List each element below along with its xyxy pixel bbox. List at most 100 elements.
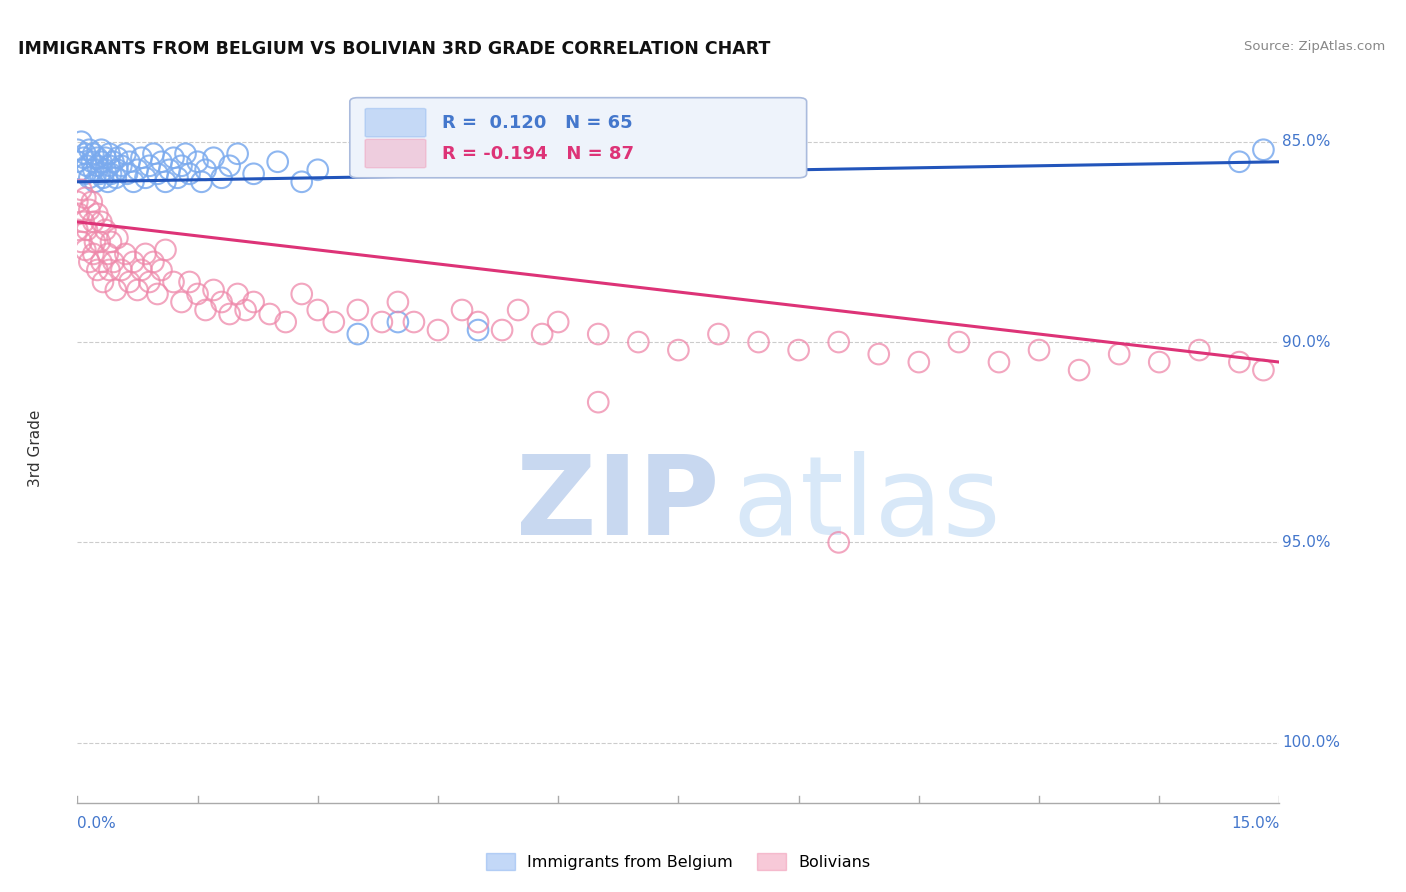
Point xyxy=(131,263,153,277)
Point xyxy=(75,191,97,205)
Point xyxy=(79,170,101,185)
Point xyxy=(159,162,181,177)
Point xyxy=(170,159,193,173)
Point xyxy=(110,159,132,173)
Text: atlas: atlas xyxy=(733,451,1001,558)
Point xyxy=(162,151,184,165)
Point xyxy=(346,326,368,341)
Point xyxy=(235,303,257,318)
Point xyxy=(76,223,98,237)
Point xyxy=(86,159,108,173)
Point xyxy=(127,162,149,177)
Point xyxy=(170,295,193,310)
Point xyxy=(588,326,610,341)
Point xyxy=(948,334,970,349)
Point xyxy=(627,334,650,349)
Point xyxy=(218,159,240,173)
Point xyxy=(387,315,409,329)
Point xyxy=(97,247,120,261)
Point xyxy=(104,283,127,297)
Point xyxy=(114,247,136,261)
Point xyxy=(122,255,145,269)
Point xyxy=(103,154,125,169)
Point xyxy=(131,151,153,165)
Legend: Immigrants from Belgium, Bolivians: Immigrants from Belgium, Bolivians xyxy=(479,847,877,876)
Point xyxy=(97,175,120,189)
Point xyxy=(90,255,112,269)
Point xyxy=(988,355,1011,369)
Point xyxy=(86,151,108,165)
Point xyxy=(467,323,489,337)
Text: 85.0%: 85.0% xyxy=(1282,134,1330,149)
Point xyxy=(174,146,197,161)
Point xyxy=(104,170,127,185)
Point xyxy=(82,247,104,261)
Point xyxy=(107,151,129,165)
Point xyxy=(80,154,103,169)
Point xyxy=(371,315,394,329)
Point xyxy=(211,295,233,310)
Point xyxy=(66,154,89,169)
Point xyxy=(291,287,314,301)
Point xyxy=(259,307,281,321)
Point xyxy=(134,170,156,185)
Point xyxy=(190,175,212,189)
Point xyxy=(142,255,165,269)
Point xyxy=(162,275,184,289)
Point xyxy=(1253,143,1275,157)
Point xyxy=(179,167,201,181)
Point xyxy=(66,143,89,157)
Point xyxy=(122,175,145,189)
Point xyxy=(508,303,530,318)
FancyBboxPatch shape xyxy=(366,139,426,168)
Point xyxy=(75,243,97,257)
Text: IMMIGRANTS FROM BELGIUM VS BOLIVIAN 3RD GRADE CORRELATION CHART: IMMIGRANTS FROM BELGIUM VS BOLIVIAN 3RD … xyxy=(18,40,770,58)
Point xyxy=(202,151,225,165)
Point xyxy=(138,275,160,289)
Point xyxy=(346,303,368,318)
Point xyxy=(90,215,112,229)
Point xyxy=(150,263,173,277)
Point xyxy=(91,275,114,289)
Point xyxy=(668,343,690,357)
Point xyxy=(98,159,121,173)
Point xyxy=(103,255,125,269)
Point xyxy=(155,243,177,257)
Point xyxy=(194,303,217,318)
Point xyxy=(75,167,97,181)
FancyBboxPatch shape xyxy=(366,109,426,137)
Point xyxy=(79,143,101,157)
Point xyxy=(84,235,107,249)
Point xyxy=(588,395,610,409)
Point xyxy=(138,159,160,173)
Point xyxy=(1253,363,1275,377)
Point xyxy=(908,355,931,369)
Point xyxy=(274,315,297,329)
Point xyxy=(402,315,425,329)
Text: 100.0%: 100.0% xyxy=(1282,735,1340,750)
Text: Source: ZipAtlas.com: Source: ZipAtlas.com xyxy=(1244,40,1385,54)
Point xyxy=(82,146,104,161)
Point xyxy=(748,334,770,349)
Point xyxy=(75,146,97,161)
Point xyxy=(134,247,156,261)
Point xyxy=(114,146,136,161)
Point xyxy=(1028,343,1050,357)
Point xyxy=(155,175,177,189)
Point xyxy=(100,167,122,181)
Point xyxy=(118,275,141,289)
Text: 3rd Grade: 3rd Grade xyxy=(28,409,42,487)
Point xyxy=(146,167,169,181)
Point xyxy=(82,162,104,177)
Point xyxy=(94,151,117,165)
Point xyxy=(89,235,111,249)
Point xyxy=(98,146,121,161)
Point xyxy=(70,183,93,197)
Text: ZIP: ZIP xyxy=(516,451,720,558)
Point xyxy=(868,347,890,361)
Point xyxy=(202,283,225,297)
Point xyxy=(226,146,249,161)
Point xyxy=(242,167,264,181)
Point xyxy=(100,235,122,249)
Point xyxy=(79,202,101,217)
